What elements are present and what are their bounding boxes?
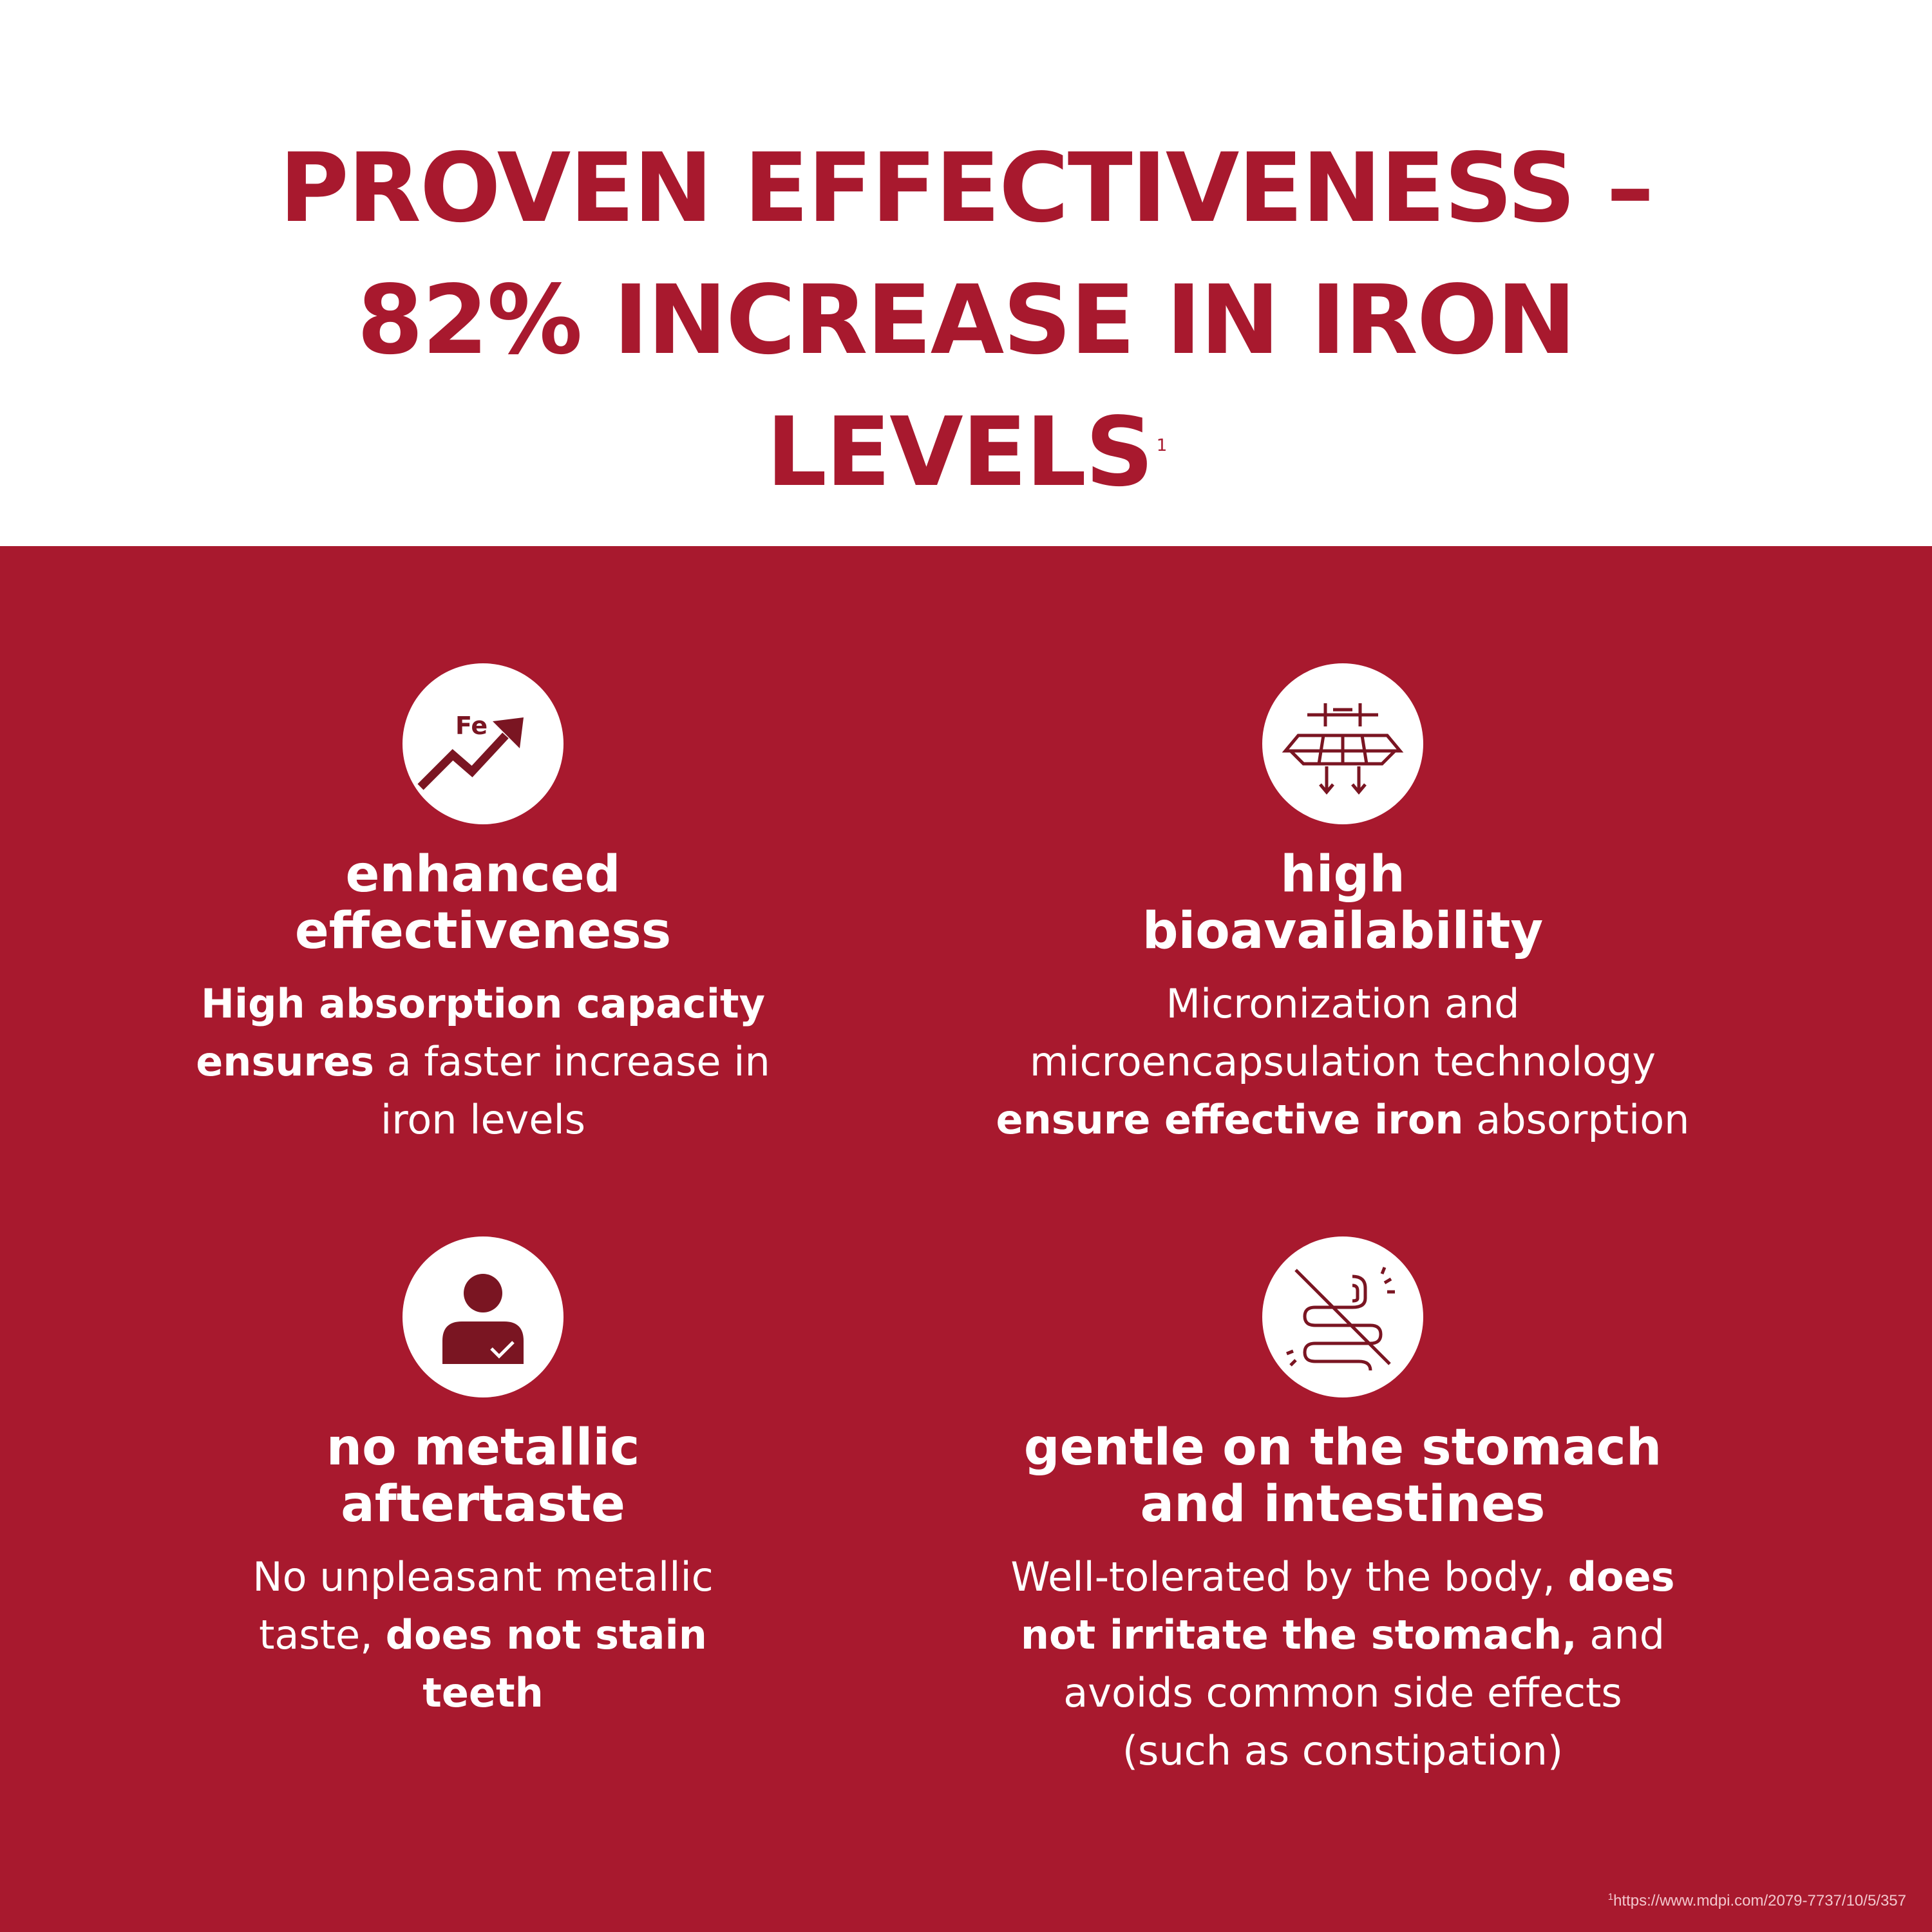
feature-title-line: high <box>1280 846 1405 904</box>
desc-text: a faster increase in <box>374 1038 770 1085</box>
desc-line: Micronization and <box>1166 980 1520 1027</box>
desc-line: iron levels <box>380 1096 586 1143</box>
feature-icon-circle <box>1262 1236 1423 1397</box>
desc-line: ensure effective iron absorption <box>989 1091 1697 1149</box>
feature-title-line: gentle on the stomach <box>1023 1419 1662 1477</box>
feature-title-line: aftertaste <box>341 1475 625 1533</box>
title-line-3: LEVELS 1 <box>0 386 1932 518</box>
feature-icon-circle: Fe <box>402 663 564 824</box>
feature-title: gentle on the stomach and intestines <box>989 1419 1697 1533</box>
desc-line: No unpleasant metallic <box>252 1553 714 1600</box>
feature-no-metallic-aftertaste: no metallic aftertaste No unpleasant met… <box>129 1236 837 1722</box>
feature-title: high bioavailability <box>989 846 1697 960</box>
desc-line: not irritate the stomach, and <box>989 1606 1697 1664</box>
header-section: PROVEN EFFECTIVENESS – 82% INCREASE IN I… <box>0 0 1932 546</box>
desc-bold: not irritate the stomach, <box>1020 1611 1577 1658</box>
desc-line: High absorption capacity <box>129 975 837 1033</box>
feature-description: High absorption capacity ensures a faste… <box>129 975 837 1149</box>
feature-gentle-stomach: gentle on the stomach and intestines Wel… <box>989 1236 1697 1780</box>
feature-title: enhanced effectiveness <box>129 846 837 960</box>
intestines-crossed-icon <box>1286 1267 1395 1371</box>
fe-label: Fe <box>455 712 488 740</box>
fe-growth-arrow-icon: Fe <box>417 712 524 790</box>
feature-icon-circle <box>1262 663 1423 824</box>
feature-title-line: effectiveness <box>294 902 672 960</box>
person-check-icon <box>442 1274 524 1364</box>
title-line-2: 82% INCREASE IN IRON <box>357 265 1576 375</box>
feature-title-line: and intestines <box>1140 1475 1546 1533</box>
feature-high-bioavailability: high bioavailability Micronization and m… <box>989 663 1697 1149</box>
feature-title-line: bioavailability <box>1142 902 1544 960</box>
desc-bold: ensures <box>196 1038 375 1085</box>
desc-text: taste, <box>259 1611 386 1658</box>
desc-line: avoids common side effects <box>1063 1669 1622 1716</box>
desc-line: Well-tolerated by the body, does <box>989 1548 1697 1606</box>
feature-title-line: enhanced <box>345 846 621 904</box>
desc-bold: does not stain <box>385 1611 707 1658</box>
feature-description: Micronization and microencapsulation tec… <box>989 975 1697 1149</box>
desc-bold: High absorption capacity <box>201 980 765 1027</box>
feature-icon-circle <box>402 1236 564 1397</box>
bioavailability-layers-icon <box>1282 703 1404 795</box>
title-line-1: PROVEN EFFECTIVENESS – <box>279 133 1654 243</box>
desc-line: ensures a faster increase in <box>129 1033 837 1091</box>
footnote-marker: 1 <box>1607 1891 1614 1902</box>
page-title: PROVEN EFFECTIVENESS – 82% INCREASE IN I… <box>0 122 1932 518</box>
footnote-link[interactable]: https://www.mdpi.com/2079-7737/10/5/357 <box>1613 1892 1906 1909</box>
feature-description: No unpleasant metallic taste, does not s… <box>129 1548 837 1722</box>
desc-line: taste, does not stain <box>129 1606 837 1664</box>
desc-text: Well-tolerated by the body, <box>1010 1553 1568 1600</box>
feature-description: Well-tolerated by the body, does not irr… <box>989 1548 1697 1780</box>
desc-line: (such as constipation) <box>1122 1727 1564 1774</box>
desc-text: absorption <box>1463 1096 1690 1143</box>
desc-text: and <box>1577 1611 1665 1658</box>
footnote: 1https://www.mdpi.com/2079-7737/10/5/357 <box>1608 1891 1906 1910</box>
features-section: Fe enhanced effectiveness High absorptio… <box>0 546 1932 1932</box>
desc-bold: ensure effective iron <box>996 1096 1464 1143</box>
desc-line: teeth <box>129 1664 837 1722</box>
desc-line: microencapsulation technology <box>1029 1038 1656 1085</box>
desc-bold: teeth <box>422 1669 544 1716</box>
title-line-3-text: LEVELS <box>766 397 1154 507</box>
feature-title: no metallic aftertaste <box>129 1419 837 1533</box>
feature-title-line: no metallic <box>326 1419 640 1477</box>
title-footnote-marker: 1 <box>1156 436 1167 455</box>
desc-bold: does <box>1567 1553 1675 1600</box>
feature-enhanced-effectiveness: Fe enhanced effectiveness High absorptio… <box>129 663 837 1149</box>
